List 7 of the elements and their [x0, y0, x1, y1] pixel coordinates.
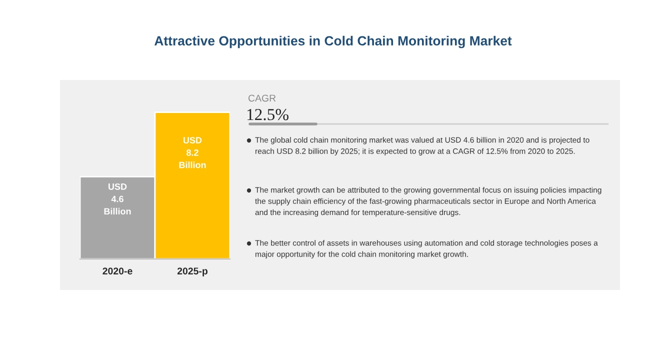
data-label: USD 4.6 Billion	[104, 183, 131, 215]
data-label: USD 8.2 Billion	[179, 137, 206, 168]
text: 12.5%	[247, 108, 288, 120]
x-tick-label: 2020-e	[102, 268, 132, 274]
text: CAGR	[248, 94, 276, 102]
x-tick-label: 2025-p	[177, 268, 208, 276]
text: Attractive Opportunities in Cold Chain Monitoring Market	[154, 36, 512, 48]
